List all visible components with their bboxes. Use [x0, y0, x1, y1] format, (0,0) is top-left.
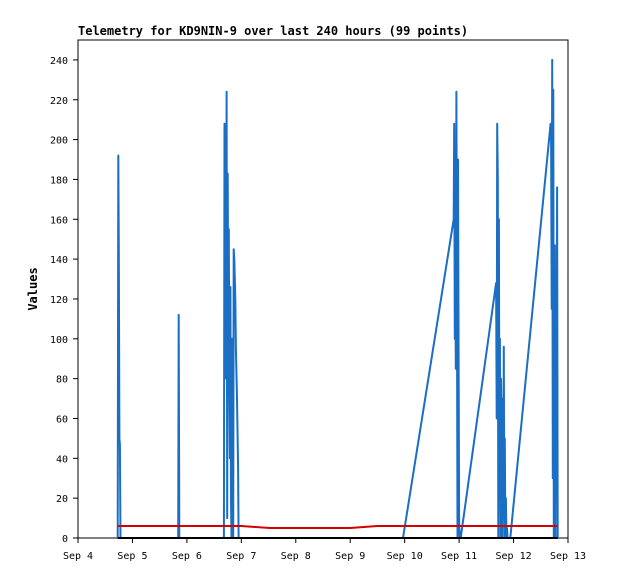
y-tick-label: 100	[50, 335, 68, 346]
y-tick-label: 0	[62, 534, 68, 545]
x-tick-label: Sep 9	[335, 551, 365, 562]
x-tick-label: Sep 5	[117, 551, 147, 562]
x-tick-label: Sep 8	[281, 551, 311, 562]
x-tick-label: Sep 6	[172, 551, 202, 562]
x-tick-label: Sep 11	[441, 551, 477, 562]
x-tick-label: Sep 7	[226, 551, 256, 562]
y-tick-label: 20	[56, 494, 68, 505]
x-tick-label: Sep 12	[495, 551, 531, 562]
plot-area	[77, 39, 569, 539]
plot-frame	[77, 39, 569, 539]
y-tick-label: 140	[50, 255, 68, 266]
x-tick-label: Sep 10	[387, 551, 423, 562]
x-tick-label: Sep 13	[550, 551, 586, 562]
y-tick-label: 200	[50, 136, 68, 147]
series-line-2	[117, 525, 558, 529]
y-tick-label: 40	[56, 454, 68, 465]
y-tick-label: 180	[50, 175, 68, 186]
axes-group: 0 20 40 60 80 100 120 140 160 180 200 220 240 Sep 4 Se…	[50, 56, 586, 562]
y-tick-label: 80	[56, 375, 68, 386]
chart-title: Telemetry for KD9NIN-9 over last 240 hou…	[78, 24, 468, 38]
y-tick-label: 60	[56, 414, 68, 425]
x-tick-label: Sep 4	[63, 551, 93, 562]
y-tick-label: 120	[50, 295, 68, 306]
series-group	[116, 58, 559, 539]
y-tick-label: 160	[50, 215, 68, 226]
y-axis-label: Values	[26, 267, 40, 310]
y-tick-label: 220	[50, 96, 68, 107]
y-tick-label: 240	[50, 56, 68, 67]
